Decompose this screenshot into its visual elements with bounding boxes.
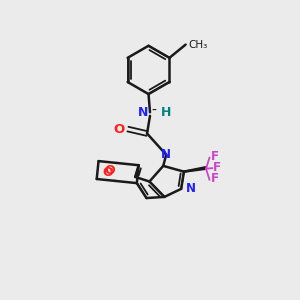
Text: F: F xyxy=(213,161,221,174)
Text: F: F xyxy=(210,172,218,185)
Text: N: N xyxy=(138,106,148,119)
Text: F: F xyxy=(210,149,218,163)
Text: H: H xyxy=(161,106,172,119)
Text: O: O xyxy=(103,167,113,179)
Text: CH₃: CH₃ xyxy=(188,40,207,50)
Text: -: - xyxy=(151,104,156,118)
Text: O: O xyxy=(105,164,115,177)
Text: O: O xyxy=(114,123,125,136)
Text: N: N xyxy=(160,148,171,161)
Text: N: N xyxy=(186,182,196,195)
